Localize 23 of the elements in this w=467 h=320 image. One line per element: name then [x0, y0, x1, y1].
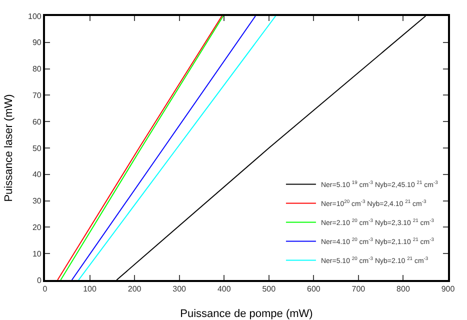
y-tick-label: 20: [32, 223, 42, 232]
y-tick-label: 0: [36, 276, 42, 285]
y-axis-title: Puissance laser (mW): [3, 94, 15, 202]
y-tick-label: 40: [32, 170, 42, 180]
x-tick-label: 400: [217, 284, 232, 294]
x-tick-label: 500: [262, 284, 276, 294]
y-tick-label: 70: [32, 91, 42, 100]
y-tick-label: 60: [32, 117, 42, 126]
x-tick-label: 200: [128, 284, 142, 294]
y-tick-label: 80: [32, 64, 42, 74]
x-tick-label: 100: [83, 284, 97, 294]
x-tick-label: 700: [352, 284, 366, 294]
x-axis-title: Puissance de pompe (mW): [180, 308, 313, 320]
y-tick-label: 30: [32, 196, 42, 206]
y-tick-label: 50: [32, 144, 42, 153]
y-tick-label: 90: [32, 38, 42, 48]
y-tick-label: 10: [32, 249, 42, 258]
x-tick-label: 600: [306, 284, 321, 294]
x-tick-label: 800: [396, 284, 410, 294]
x-tick-label: 900: [441, 284, 456, 294]
x-tick-label: 300: [172, 284, 187, 294]
x-tick-label: 0: [42, 284, 48, 294]
y-tick-label: 100: [28, 12, 42, 21]
